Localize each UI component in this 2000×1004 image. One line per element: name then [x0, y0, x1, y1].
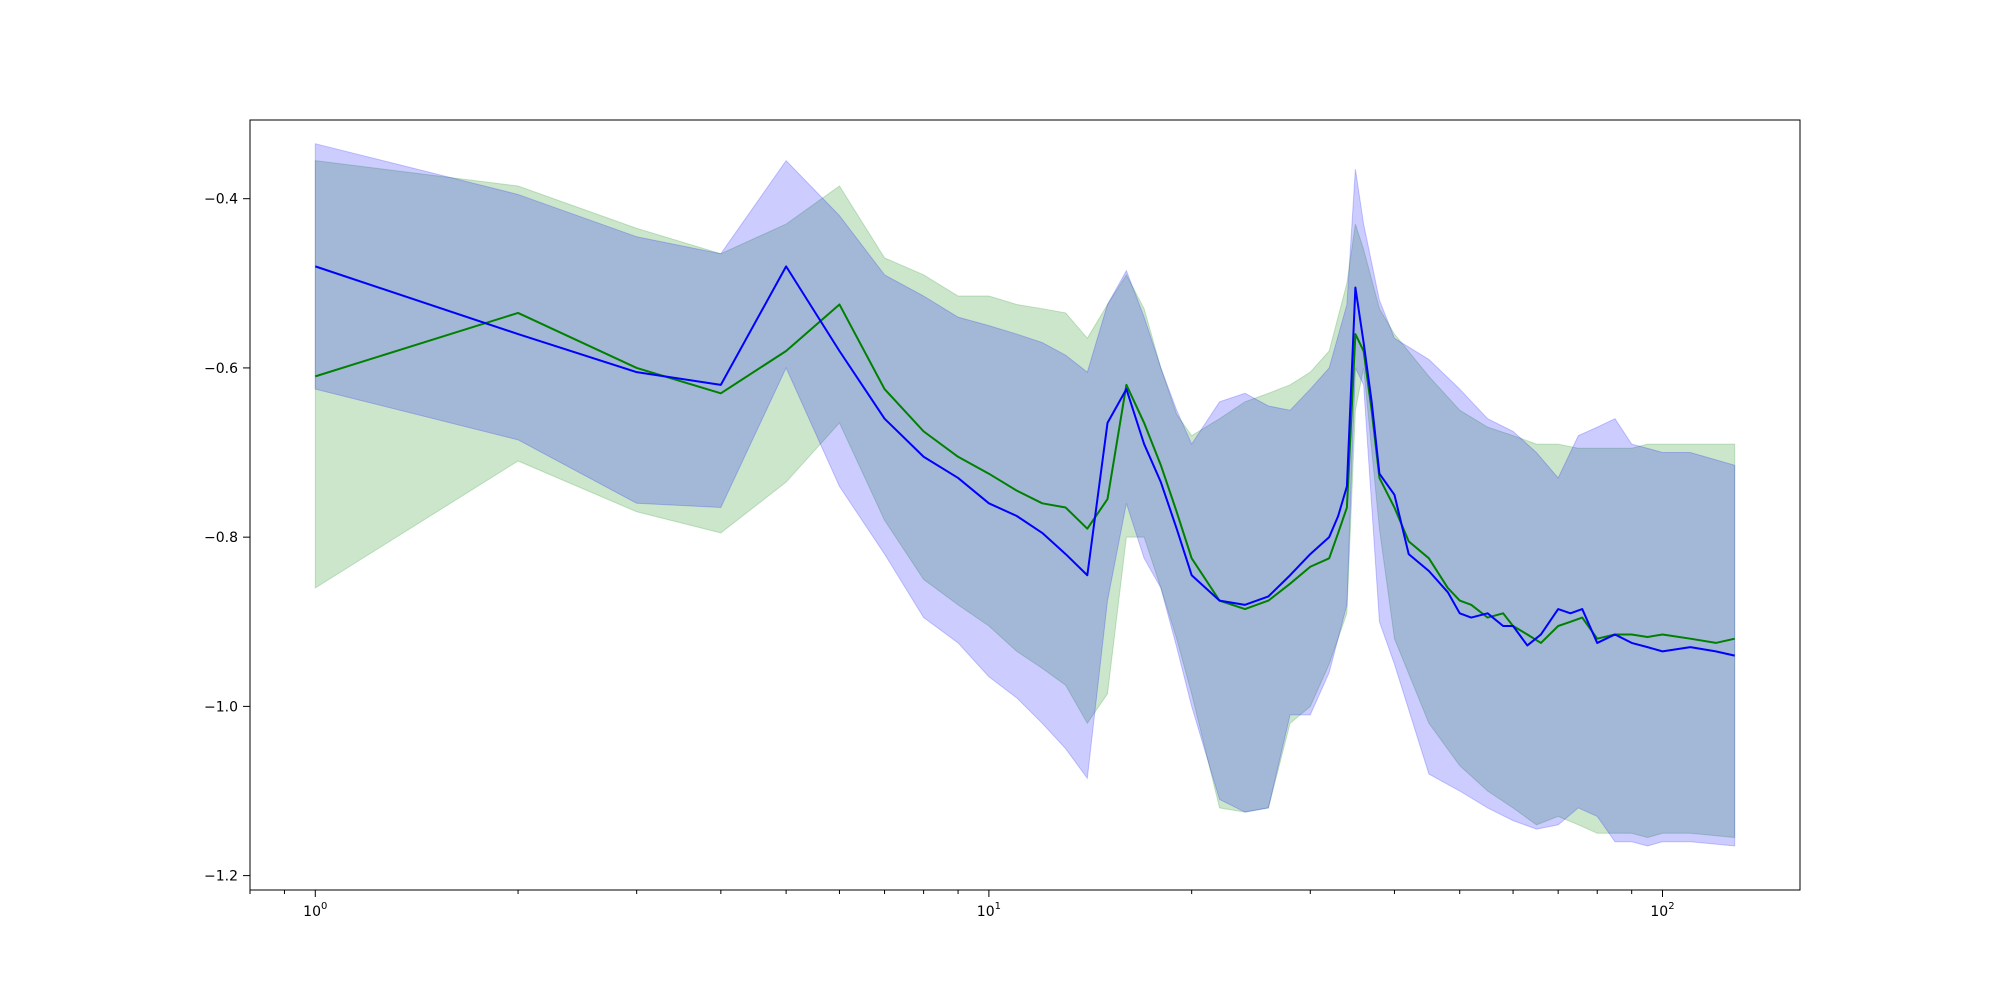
- x-tick-label: 100: [303, 901, 327, 920]
- y-axis: −0.4 −0.6 −0.8 −1.0 −1.2: [204, 192, 250, 885]
- plot-area-frame: [249, 119, 1801, 891]
- x-tick-label: 101: [977, 901, 1001, 920]
- y-tick-label: −0.8: [204, 530, 238, 546]
- x-tick-label: 102: [1650, 901, 1674, 920]
- y-tick-label: −1.2: [204, 869, 238, 885]
- x-axis: 100 101 102: [249, 890, 1675, 920]
- y-tick-label: −0.4: [204, 192, 238, 208]
- series-lines: [314, 265, 1735, 657]
- series-line-1: [314, 303, 1735, 644]
- y-tick-label: −1.0: [204, 699, 238, 715]
- series-line-2: [314, 265, 1735, 657]
- y-tick-label: −0.6: [204, 361, 238, 377]
- confidence-band-1: [314, 160, 1736, 839]
